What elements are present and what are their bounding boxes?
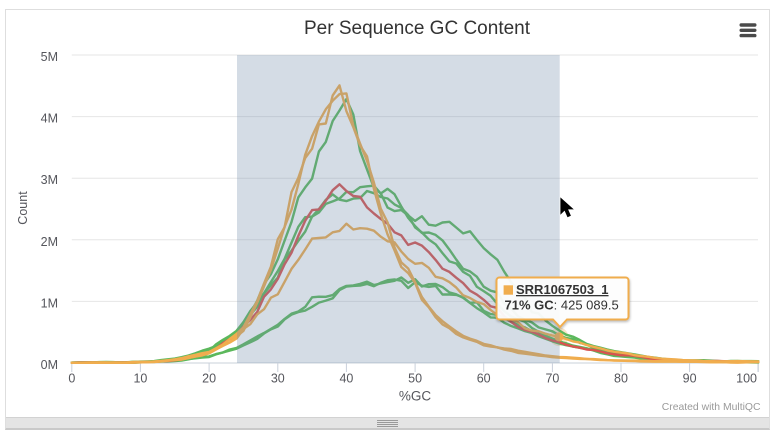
svg-text:30: 30 — [271, 372, 285, 386]
svg-text:3M: 3M — [41, 173, 58, 187]
svg-text:71% GC: 425 089.5: 71% GC: 425 089.5 — [505, 298, 619, 313]
svg-text:50: 50 — [408, 372, 422, 386]
svg-text:40: 40 — [339, 372, 353, 386]
svg-text:70: 70 — [545, 372, 559, 386]
svg-text:1M: 1M — [41, 296, 58, 310]
svg-text:20: 20 — [202, 372, 216, 386]
svg-text:60: 60 — [477, 372, 491, 386]
svg-text:5M: 5M — [41, 50, 58, 64]
svg-text:0: 0 — [68, 372, 75, 386]
svg-text:0M: 0M — [41, 358, 58, 372]
svg-text:%GC: %GC — [399, 389, 432, 404]
svg-text:10: 10 — [133, 372, 147, 386]
svg-text:80: 80 — [614, 372, 628, 386]
svg-text:Created with MultiQC: Created with MultiQC — [662, 402, 761, 413]
svg-text:SRR1067503_1: SRR1067503_1 — [516, 282, 609, 297]
svg-text:2M: 2M — [41, 235, 58, 249]
svg-text:Per Sequence GC Content: Per Sequence GC Content — [304, 18, 531, 39]
svg-text:100: 100 — [736, 372, 757, 386]
svg-text:90: 90 — [683, 372, 697, 386]
svg-text:Count: Count — [16, 191, 30, 225]
svg-text:4M: 4M — [41, 112, 58, 126]
